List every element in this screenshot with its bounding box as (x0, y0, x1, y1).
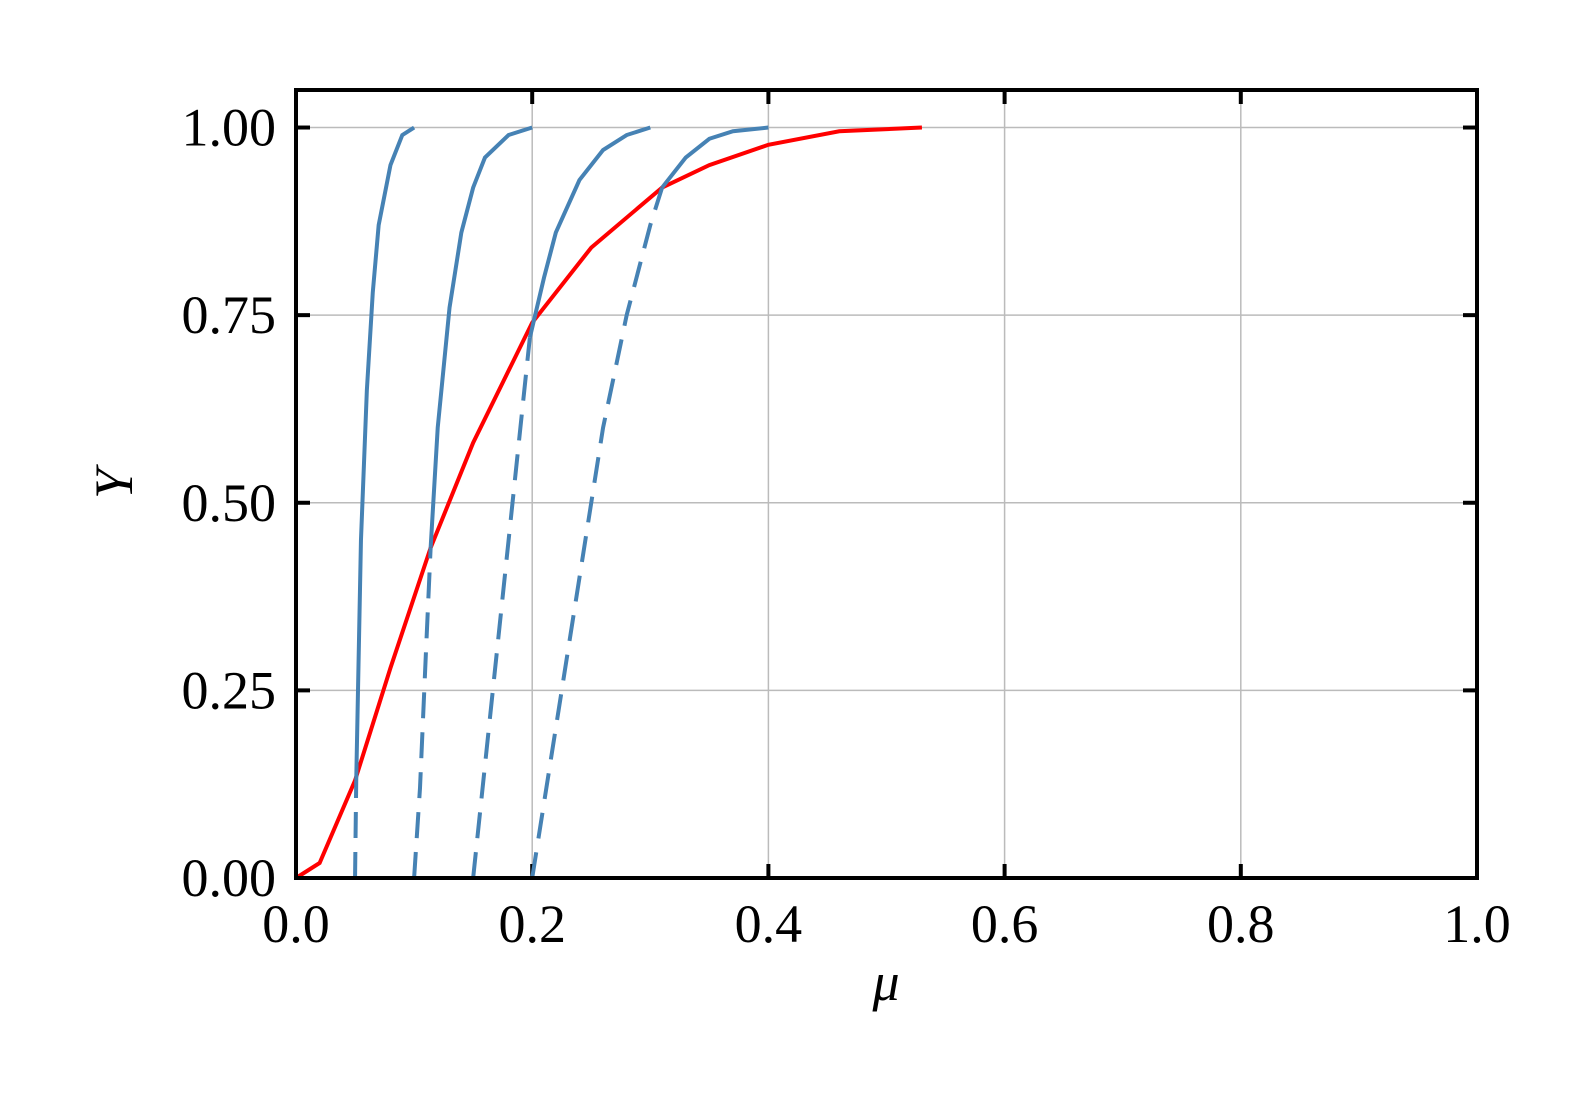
x-tick-label: 0.8 (1207, 894, 1275, 954)
x-tick-label: 0.4 (735, 894, 803, 954)
line (527, 125, 651, 339)
line (412, 547, 433, 879)
x-axis-label: μ (871, 952, 899, 1012)
x-tick-label: 1.0 (1443, 894, 1511, 954)
x-tick-label: 0.6 (971, 894, 1039, 954)
y-axis-label: Y (84, 464, 144, 499)
line (428, 125, 533, 548)
line (471, 337, 532, 879)
y-tick-label: 0.25 (182, 660, 277, 720)
x-tick-label: 0.2 (498, 894, 566, 954)
y-tick-label: 0.75 (182, 285, 277, 345)
line (353, 780, 359, 879)
y-tick-label: 0.00 (182, 848, 277, 908)
y-tick-label: 1.00 (182, 98, 277, 158)
y-tick-label: 0.50 (182, 473, 277, 533)
line (660, 125, 769, 189)
line (530, 186, 665, 879)
plot-frame (294, 88, 1479, 880)
line (354, 125, 416, 781)
x-tick-label: 0.0 (262, 894, 330, 954)
